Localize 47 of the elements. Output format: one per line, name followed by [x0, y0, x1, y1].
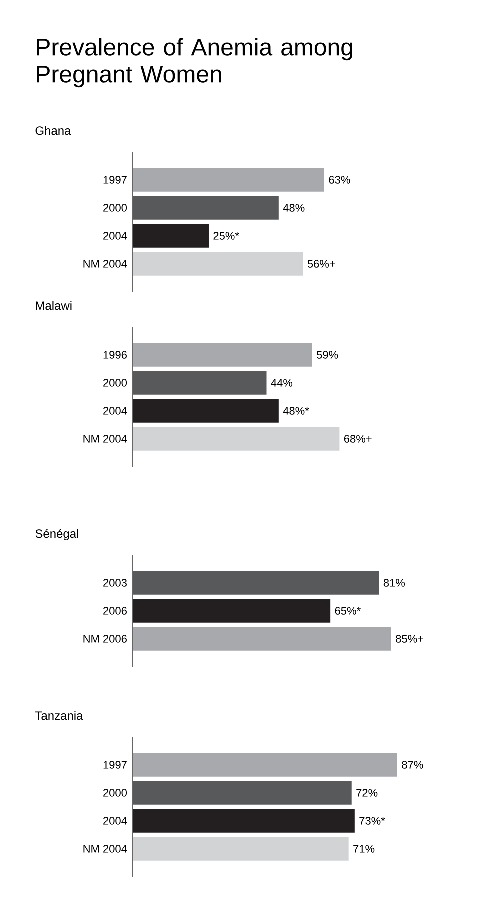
- chart-subtitle: Malawi: [36, 301, 72, 310]
- data-label: 87%: [402, 761, 424, 769]
- data-label: 48%*: [283, 407, 310, 415]
- bar: [133, 427, 340, 451]
- y-tick-label: 1996: [104, 351, 127, 359]
- bar: [133, 809, 355, 833]
- chart-subtitle: Sénégal: [36, 529, 78, 540]
- bar: [133, 371, 267, 395]
- data-label: 25%*: [214, 232, 240, 240]
- bar: [133, 343, 312, 367]
- y-tick-label: 2004: [104, 407, 128, 415]
- data-label: 44%: [271, 379, 293, 387]
- y-tick-label: 2006: [104, 607, 127, 615]
- bar: [133, 781, 352, 805]
- y-tick-label: 2004: [104, 232, 128, 240]
- data-label: 48%: [283, 204, 305, 212]
- data-label: 63%: [329, 176, 350, 184]
- chart-subtitle: Tanzania: [35, 711, 84, 720]
- data-label: 72%: [356, 789, 378, 797]
- y-tick-label: NM 2004: [84, 845, 128, 853]
- bar: [133, 399, 279, 423]
- y-tick-label: 2000: [104, 204, 128, 212]
- chart-subtitle: Ghana: [36, 126, 72, 136]
- y-tick-label: 2000: [104, 789, 128, 797]
- data-label: 59%: [316, 351, 338, 359]
- y-tick-label: 1997: [104, 176, 127, 184]
- data-label: 71%: [354, 845, 375, 853]
- chart-title: Prevalence of Anemia among Pregnant Women: [37, 38, 352, 88]
- bar: [133, 837, 349, 861]
- bar: [133, 224, 209, 248]
- y-tick-label: 2004: [104, 817, 128, 825]
- data-label: 73%*: [360, 817, 386, 825]
- bar: [133, 252, 304, 276]
- y-tick-label: NM 2004: [84, 260, 128, 268]
- bar: [133, 196, 279, 220]
- y-tick-label: NM 2004: [84, 435, 128, 443]
- data-label: 56%+: [308, 260, 336, 268]
- y-tick-label: 2003: [104, 579, 127, 587]
- bar: [133, 168, 325, 192]
- data-label: 81%: [384, 579, 406, 587]
- data-label: 65%*: [335, 607, 361, 615]
- y-tick-label: 1997: [104, 761, 127, 769]
- data-label: 68%+: [344, 435, 372, 443]
- y-tick-label: NM 2006: [84, 635, 127, 643]
- bar: [133, 753, 398, 777]
- y-tick-label: 2000: [104, 379, 128, 387]
- data-label: 85%+: [396, 635, 424, 643]
